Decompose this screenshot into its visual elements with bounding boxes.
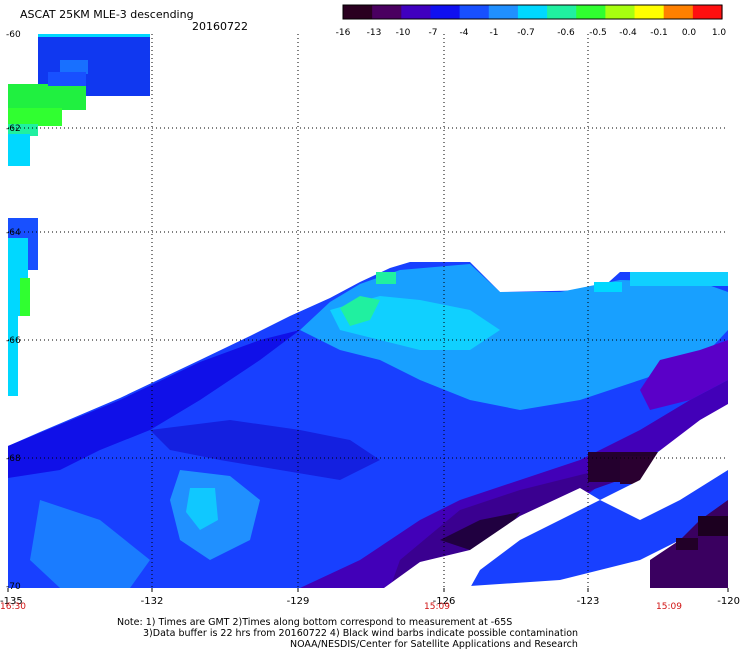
time-label: 16:30 [0, 602, 26, 612]
footer-credit: NOAA/NESDIS/Center for Satellite Applica… [290, 639, 578, 650]
colorbar-label: -0.6 [557, 28, 575, 38]
map-title: ASCAT 25KM MLE-3 descending [20, 8, 194, 21]
colorbar-segment [459, 5, 490, 19]
colorbar-segment [576, 5, 606, 19]
longitude-label: -132 [141, 596, 164, 607]
colorbar-segment [517, 5, 548, 19]
longitude-label: -126 [433, 596, 456, 607]
swath-deep-blue-band [8, 330, 300, 478]
colorbar-segment [343, 5, 373, 19]
colorbar-legend: -16 -13 -10 -7 -4 -1 -0.7 -0.6 -0.5 -0.4 -0.1 0.0 1.… [336, 4, 727, 38]
time-labels: 16:30 15:09 15:09 [0, 602, 682, 612]
colorbar-label: -1 [490, 28, 499, 38]
colorbar-segment [605, 5, 636, 19]
latitude-label: -68 [6, 454, 21, 464]
latitude-label: -60 [6, 30, 21, 40]
colorbar-segment [663, 5, 694, 19]
time-label: 15:09 [424, 602, 450, 612]
latitude-label: -64 [6, 228, 21, 238]
colorbar-segment [401, 5, 432, 19]
latitude-label: -70 [6, 582, 21, 592]
time-label: 15:09 [656, 602, 682, 612]
map-date: 20160722 [192, 20, 248, 33]
colorbar-label: -13 [367, 28, 382, 38]
colorbar-label: -0.4 [619, 28, 637, 38]
colorbar-label: -7 [429, 28, 438, 38]
colorbar-frame [342, 4, 723, 20]
colorbar-label: -4 [460, 28, 469, 38]
colorbar-segment [634, 5, 665, 19]
colorbar-segment [692, 5, 723, 19]
longitude-label: -135 [0, 596, 23, 607]
latitude-labels: -60 -62 -64 -66 -68 -70 [6, 30, 21, 592]
colorbar-label: 0.0 [682, 28, 697, 38]
colorbar-label: 1.0 [712, 28, 727, 38]
swath-northwest-patch [8, 34, 150, 166]
longitude-label: -129 [287, 596, 310, 607]
colorbar-segment [547, 5, 577, 19]
longitude-label: -123 [577, 596, 600, 607]
latitude-label: -62 [6, 124, 21, 134]
swath-purple-band [300, 380, 728, 588]
map-grid [8, 34, 728, 588]
swath-left-strip [8, 218, 38, 396]
colorbar-segment [372, 5, 402, 19]
colorbar-label: -10 [396, 28, 411, 38]
colorbar-segment [430, 5, 461, 19]
footer-note-line1: Note: 1) Times are GMT 2)Times along bot… [117, 617, 512, 628]
colorbar-label: -0.7 [517, 28, 535, 38]
footer-note-line2: 3)Data buffer is 22 hrs from 20160722 4)… [143, 628, 578, 639]
data-swath [8, 34, 728, 588]
colorbar-label: -0.1 [650, 28, 668, 38]
colorbar-label: -16 [336, 28, 351, 38]
longitude-label: -120 [717, 596, 740, 607]
colorbar-label: -0.5 [589, 28, 607, 38]
latitude-label: -66 [6, 336, 21, 346]
colorbar-segment [488, 5, 519, 19]
longitude-labels: -135 -132 -129 -126 -123 -120 [0, 588, 740, 607]
